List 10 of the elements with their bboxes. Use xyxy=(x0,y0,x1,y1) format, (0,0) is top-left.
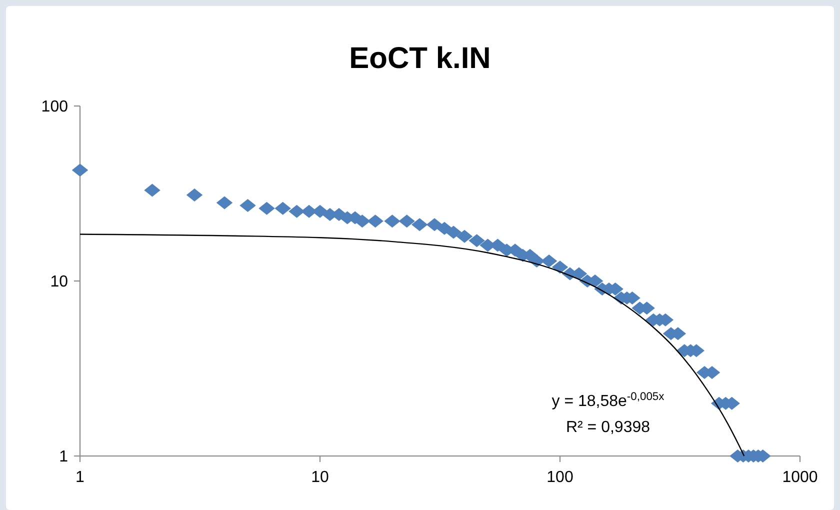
x-tick-label: 10 xyxy=(311,469,329,486)
y-tick-label: 1 xyxy=(59,448,68,466)
chart-title: EoCT k.IN xyxy=(349,42,491,75)
annotation: R² = 0,9398 xyxy=(566,419,650,436)
y-tick-label: 10 xyxy=(50,274,68,291)
x-tick-label: 100 xyxy=(546,469,574,486)
annotation: y = 18,58e$^{-0,005x}$ xyxy=(552,391,665,410)
x-tick-label: 1000 xyxy=(782,469,818,486)
y-tick-label: 100 xyxy=(41,98,68,116)
x-tick-label: 1 xyxy=(76,469,85,486)
